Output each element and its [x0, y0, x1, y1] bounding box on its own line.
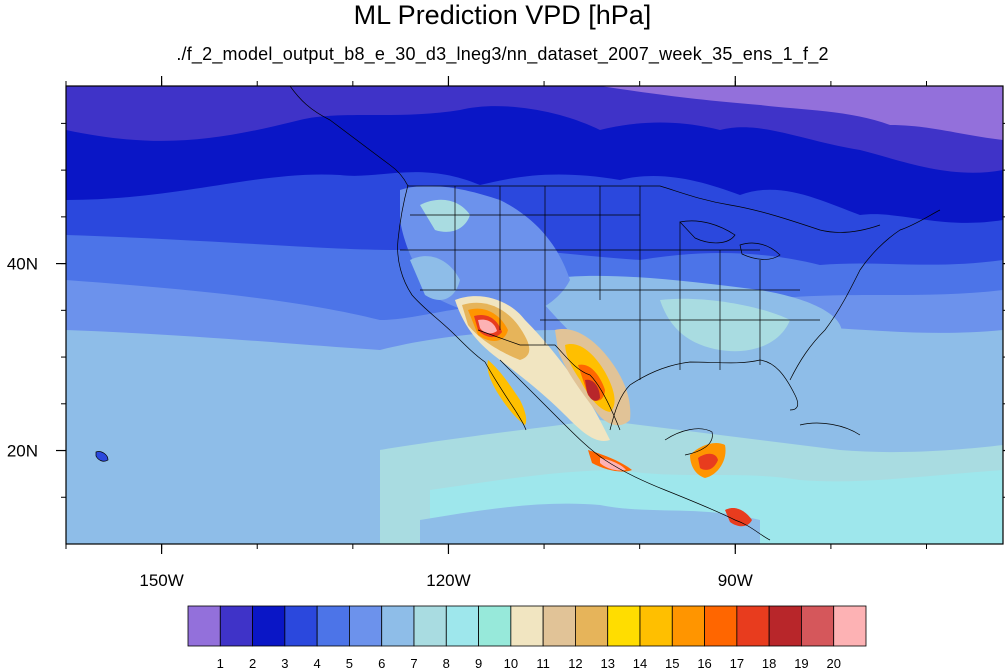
colorbar-label: 13: [600, 656, 614, 671]
lat-tick-label: 40N: [7, 255, 38, 274]
colorbar-label: 10: [504, 656, 518, 671]
colorbar-swatch: [607, 605, 641, 647]
colorbar-swatch: [478, 605, 512, 647]
colorbar: 1 2 3 4 5 6 7 8 9 10 11 12 13 14 15 16 17 18 19 20: [187, 605, 867, 671]
colorbar-label: 2: [249, 656, 256, 671]
colorbar-swatch: [768, 605, 802, 647]
map-title: ML Prediction VPD [hPa]: [353, 0, 652, 30]
vpd-contour-field: [66, 86, 1003, 544]
colorbar-label: 17: [730, 656, 744, 671]
colorbar-label: 5: [346, 656, 353, 671]
map-frame: [65, 85, 1004, 545]
colorbar-swatch: [671, 605, 705, 647]
colorbar-label: 20: [826, 656, 840, 671]
colorbar-label: 18: [762, 656, 776, 671]
map-subtitle: ./f_2_model_output_b8_e_30_d3_lneg3/nn_d…: [176, 44, 829, 64]
colorbar-swatch: [381, 605, 415, 647]
lon-tick-label: 90W: [718, 571, 753, 590]
colorbar-swatch: [219, 605, 253, 647]
colorbar-label: 12: [568, 656, 582, 671]
colorbar-swatch: [284, 605, 318, 647]
colorbar-swatch: [833, 605, 867, 647]
colorbar-label: 9: [475, 656, 482, 671]
colorbar-label: 16: [697, 656, 711, 671]
colorbar-label: 11: [536, 656, 550, 671]
map-axes: 150W 120W 90W 40N 20N: [7, 76, 1005, 590]
colorbar-label: 7: [410, 656, 417, 671]
colorbar-swatch: [510, 605, 544, 647]
colorbar-swatch: [542, 605, 576, 647]
lon-tick-label: 120W: [426, 571, 470, 590]
colorbar-swatch: [575, 605, 609, 647]
colorbar-label: 19: [794, 656, 808, 671]
colorbar-swatch: [187, 605, 221, 647]
colorbar-swatch: [736, 605, 770, 647]
coastlines-and-borders: [95, 86, 941, 541]
lat-tick-label: 20N: [7, 442, 38, 461]
colorbar-swatch: [349, 605, 383, 647]
colorbar-label: 1: [217, 656, 224, 671]
colorbar-label: 3: [281, 656, 288, 671]
lon-tick-label: 150W: [139, 571, 183, 590]
colorbar-swatch: [801, 605, 835, 647]
colorbar-label: 4: [314, 656, 321, 671]
colorbar-swatch: [413, 605, 447, 647]
colorbar-swatch: [316, 605, 350, 647]
colorbar-swatch: [639, 605, 673, 647]
colorbar-swatch: [445, 605, 479, 647]
colorbar-label: 15: [665, 656, 679, 671]
colorbar-label: 6: [378, 656, 385, 671]
colorbar-swatch: [252, 605, 286, 647]
colorbar-swatch: [704, 605, 738, 647]
colorbar-label: 14: [633, 656, 647, 671]
colorbar-label: 8: [443, 656, 450, 671]
